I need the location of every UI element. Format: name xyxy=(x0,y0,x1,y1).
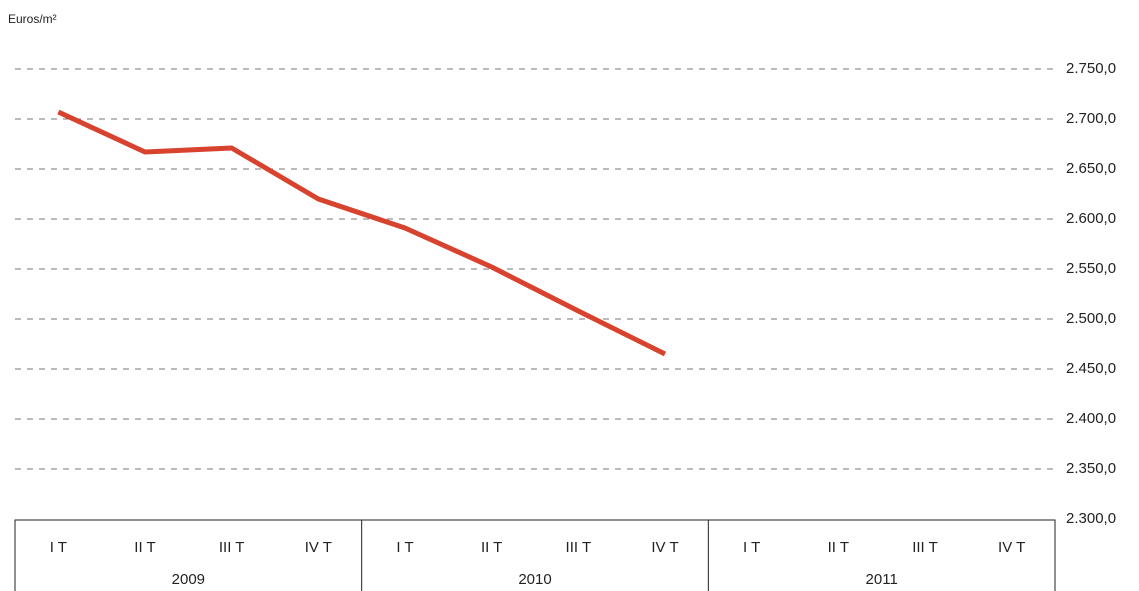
y-tick-label: 2.350,0 xyxy=(1066,460,1116,477)
y-tick-label: 2.400,0 xyxy=(1066,410,1116,427)
x-tick-label: II T xyxy=(134,539,155,556)
x-tick-label: III T xyxy=(912,539,938,556)
x-tick-label: II T xyxy=(481,539,502,556)
x-tick-label: I T xyxy=(743,539,760,556)
x-tick-label: IV T xyxy=(305,539,332,556)
x-tick-label: II T xyxy=(828,539,849,556)
x-tick-label: I T xyxy=(50,539,67,556)
y-tick-label: 2.550,0 xyxy=(1066,260,1116,277)
y-tick-label: 2.650,0 xyxy=(1066,160,1116,177)
y-tick-label: 2.450,0 xyxy=(1066,360,1116,377)
y-tick-label: 2.700,0 xyxy=(1066,110,1116,127)
x-tick-label: I T xyxy=(396,539,413,556)
x-tick-label: III T xyxy=(566,539,592,556)
y-tick-label: 2.600,0 xyxy=(1066,210,1116,227)
y-tick-label: 2.500,0 xyxy=(1066,310,1116,327)
x-tick-label: IV T xyxy=(998,539,1025,556)
x-tick-label: IV T xyxy=(651,539,678,556)
group-label: 2009 xyxy=(172,571,205,588)
category-box xyxy=(14,519,1056,591)
line xyxy=(57,109,667,357)
y-axis-label: Euros/m² xyxy=(8,12,57,26)
group-label: 2011 xyxy=(866,571,898,588)
x-tick-label: III T xyxy=(219,539,245,556)
y-tick-label: 2.750,0 xyxy=(1066,60,1116,77)
y-tick-label: 2.300,0 xyxy=(1066,510,1116,527)
group-label: 2010 xyxy=(518,571,551,588)
